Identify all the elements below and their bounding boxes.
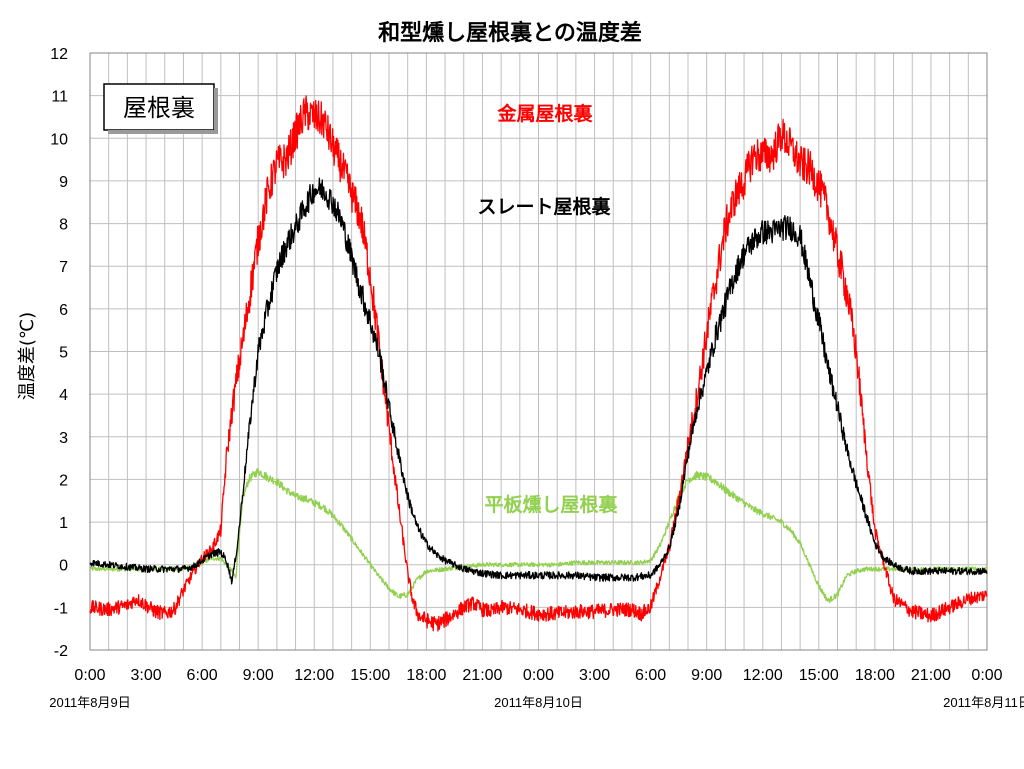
y-axis-label: 温度差(℃): [17, 312, 38, 400]
x-tick-label: 21:00: [462, 667, 502, 684]
x-tick-label: 6:00: [635, 667, 666, 684]
x-tick-labels: 0:00 3:00 6:00 9:00 12:00 15:00 18:00 21:00 0:00…: [74, 667, 1002, 684]
box-label-shadow-bottom: [108, 130, 218, 134]
plot-area-border: [89, 52, 988, 651]
series-layer: [89, 95, 988, 632]
box-label-text: 屋根裏: [123, 94, 195, 122]
series-line: [89, 95, 988, 632]
box-label: 屋根裏: [103, 83, 218, 134]
chart-title: 和型燻し屋根裏との温度差: [378, 20, 642, 46]
series-label-flat-ibushi: 平板燻し屋根裏: [484, 493, 618, 516]
date-label: 2011年8月9日: [49, 695, 130, 710]
series-label-metal: 金属屋根裏: [496, 102, 593, 125]
x-tick-label: 15:00: [350, 667, 390, 684]
box-label-frame: [103, 83, 215, 131]
series-line: [89, 177, 988, 585]
series-label-slate: スレート屋根裏: [477, 195, 611, 218]
date-label: 2011年8月11日: [943, 695, 1024, 710]
series-line: [89, 467, 988, 604]
y-tick-label: 5: [59, 345, 68, 362]
x-tick-label: 18:00: [406, 667, 446, 684]
y-tick-label: 10: [50, 131, 68, 148]
y-tick-label: 11: [51, 89, 68, 106]
x-tick-label: 3:00: [130, 667, 161, 684]
x-tick-label: 21:00: [911, 667, 951, 684]
y-tick-label: 7: [59, 259, 68, 276]
y-tick-label: 12: [50, 46, 68, 63]
y-tick-label: -1: [54, 600, 68, 617]
date-labels: 2011年8月9日 2011年8月10日 2011年8月11日: [49, 695, 1024, 710]
x-tick-label: 0:00: [523, 667, 554, 684]
y-tick-label: 2: [59, 472, 68, 489]
x-tick-label: 9:00: [243, 667, 274, 684]
x-tick-label: 12:00: [743, 667, 783, 684]
x-tick-label: 0:00: [74, 667, 105, 684]
x-tick-label: 12:00: [294, 667, 334, 684]
box-label-shadow: [214, 88, 218, 134]
x-tick-label: 18:00: [855, 667, 895, 684]
y-tick-label: 9: [59, 174, 68, 191]
x-tick-label: 9:00: [691, 667, 722, 684]
y-tick-label: 6: [59, 302, 68, 319]
y-tick-label: 8: [59, 217, 68, 234]
y-tick-label: 4: [59, 387, 68, 404]
y-tick-label: 1: [59, 515, 68, 532]
x-tick-label: 6:00: [187, 667, 218, 684]
x-tick-label: 0:00: [971, 667, 1002, 684]
date-label: 2011年8月10日: [494, 695, 583, 710]
y-tick-label: 3: [59, 430, 68, 447]
x-tick-label: 15:00: [799, 667, 839, 684]
x-tick-label: 3:00: [579, 667, 610, 684]
y-tick-label: 0: [59, 558, 68, 575]
y-tick-label: -2: [54, 643, 68, 660]
